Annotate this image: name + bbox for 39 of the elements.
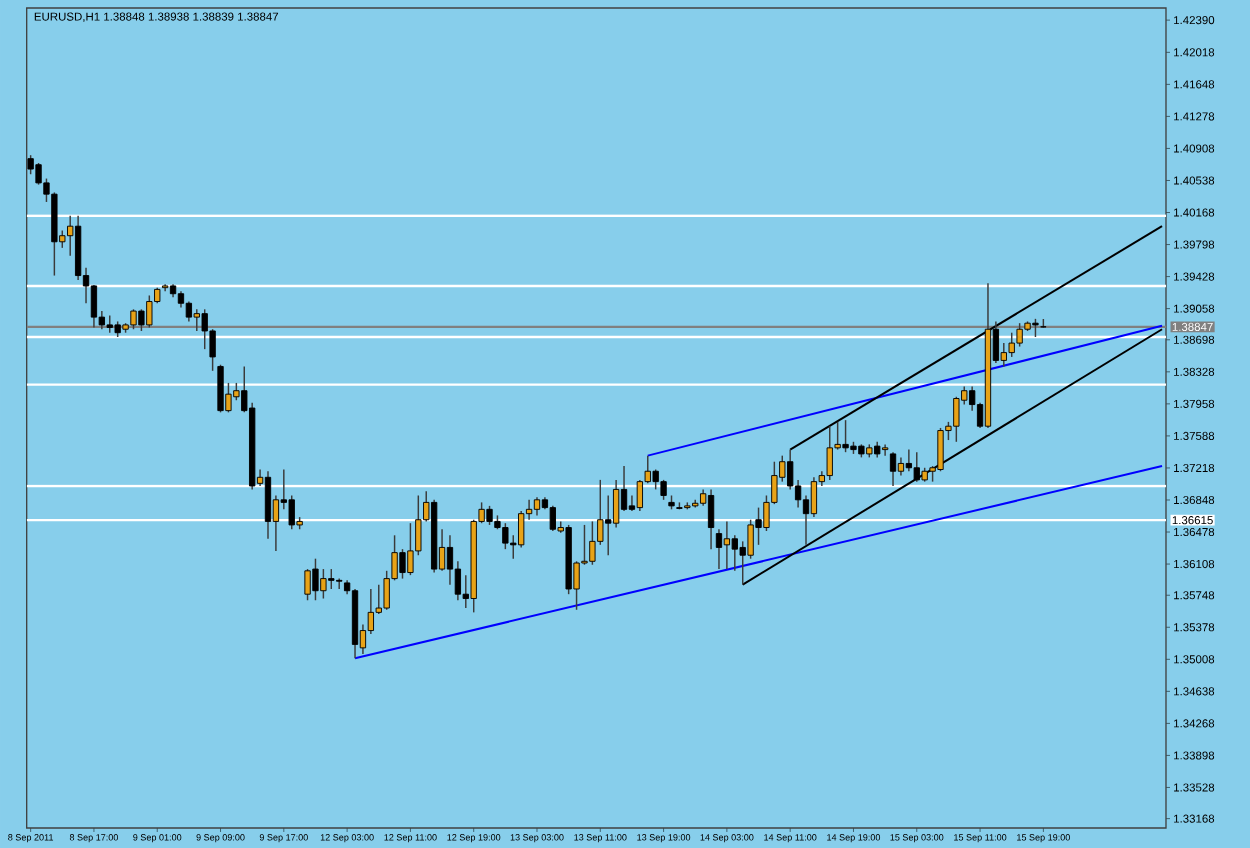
candlestick xyxy=(897,456,905,477)
candlestick xyxy=(913,451,920,483)
candlestick xyxy=(502,522,509,550)
candlestick xyxy=(1008,331,1015,358)
candlestick xyxy=(612,479,620,529)
candlestick xyxy=(1016,322,1023,348)
candlestick xyxy=(723,520,731,570)
candlestick xyxy=(636,479,644,512)
candlestick xyxy=(407,522,414,576)
candlestick xyxy=(660,479,667,501)
candlestick xyxy=(707,488,715,550)
candlestick xyxy=(185,300,193,323)
candlestick xyxy=(304,568,311,601)
candlestick xyxy=(486,505,493,526)
candlestick xyxy=(193,308,200,332)
candlestick xyxy=(747,518,754,560)
candlestick xyxy=(533,496,541,517)
candlestick xyxy=(589,520,596,566)
candlestick xyxy=(953,396,960,443)
candlestick xyxy=(605,494,612,556)
candlestick xyxy=(217,364,224,414)
candlestick xyxy=(715,528,723,570)
candlestick xyxy=(312,557,319,601)
candlestick xyxy=(146,294,153,329)
candlestick xyxy=(810,476,818,518)
candlestick xyxy=(881,443,889,457)
candlestick xyxy=(130,308,137,330)
candlestick xyxy=(652,468,659,491)
candlestick xyxy=(336,577,343,590)
candlestick xyxy=(138,308,145,332)
candlestick xyxy=(889,451,897,487)
candlestick xyxy=(937,427,944,472)
candlestick xyxy=(399,548,406,580)
candlestick xyxy=(1032,318,1039,338)
candlestick xyxy=(320,568,327,600)
candlestick xyxy=(328,568,335,590)
candlestick xyxy=(549,505,556,532)
candlestick xyxy=(264,470,272,540)
candlestick xyxy=(201,308,208,350)
